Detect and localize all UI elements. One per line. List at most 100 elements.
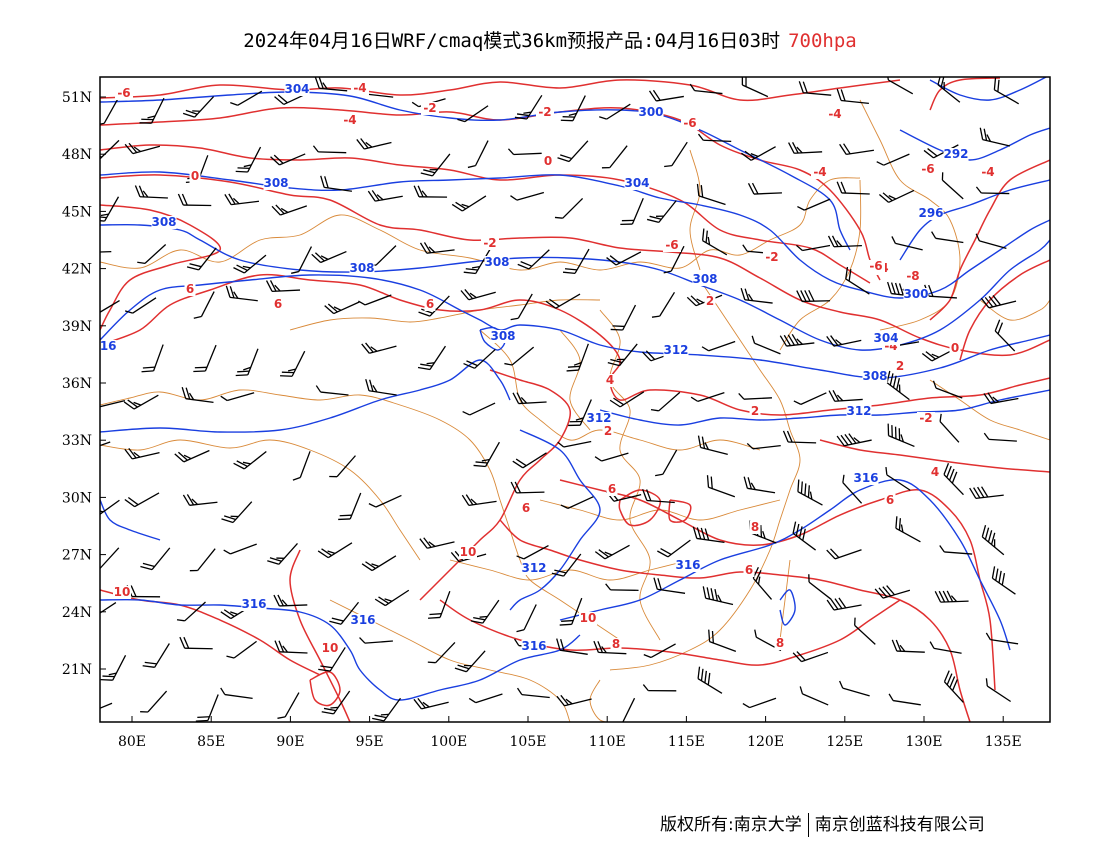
height-contour	[559, 479, 1011, 651]
y-tick-label: 27N	[62, 548, 92, 564]
height-label-bg	[853, 472, 879, 485]
temperature-labels: -6-4-2-4-2-6-4-400-2-6-42-2-6-8-6-466-26…	[113, 81, 997, 655]
height-label: 316	[241, 597, 266, 611]
temperature-label-bg	[424, 298, 436, 311]
wind-barb	[568, 399, 592, 427]
boundary-line	[100, 177, 861, 271]
height-label: 312	[846, 404, 871, 418]
temperature-label: 2	[751, 404, 759, 418]
wind-barb	[706, 475, 736, 498]
height-contour	[899, 179, 1050, 261]
height-label: 316	[91, 339, 116, 353]
wind-barb	[514, 94, 543, 120]
wind-barb	[359, 637, 393, 644]
temperature-label: -4	[813, 165, 826, 179]
height-label-bg	[846, 405, 872, 418]
x-tick-label: 115E	[668, 734, 705, 750]
wind-barb	[886, 77, 914, 95]
wind-barb	[554, 197, 584, 219]
wind-barb	[461, 494, 497, 506]
wind-barb	[100, 196, 120, 222]
height-label-bg	[903, 288, 929, 301]
y-axis: 51N 48N 45N 42N 39N 36N 33N 30N 27N 24N 21N	[62, 90, 106, 678]
height-label-bg	[692, 273, 718, 286]
height-contour	[100, 274, 1050, 379]
height-contour	[599, 389, 1050, 426]
chart-title: 2024年04月16日WRF/cmaq模式36km预报产品:04月16日03时 7…	[0, 26, 1100, 53]
wind-barb	[642, 488, 675, 504]
x-tick-label: 120E	[747, 734, 784, 750]
wind-barb	[329, 601, 360, 625]
temperature-label-bg	[884, 494, 896, 507]
temperature-label: -2	[483, 236, 496, 250]
wind-barb	[929, 641, 962, 654]
wind-barb	[124, 142, 161, 155]
wind-barb	[512, 452, 547, 469]
wind-barb	[179, 636, 213, 650]
wind-barb	[797, 198, 831, 211]
y-tick-label: 21N	[62, 662, 92, 678]
wind-barb	[655, 449, 678, 477]
wind-barb	[653, 577, 686, 594]
wind-barb	[601, 145, 628, 169]
wind-barb	[140, 547, 171, 571]
wind-barb	[470, 599, 500, 624]
wind-barb	[189, 548, 216, 572]
wind-barb	[374, 589, 410, 607]
wind-barb	[991, 566, 1016, 595]
temperature-label: -2	[538, 105, 551, 119]
boundary-line	[559, 329, 591, 431]
wind-barb	[100, 547, 120, 569]
wind-barb	[605, 583, 639, 591]
temperature-contour	[100, 204, 221, 331]
wind-barb	[937, 77, 961, 103]
footer-right: 南京创蓝科技有限公司	[814, 815, 985, 835]
wind-barb	[751, 335, 781, 355]
wind-barb	[836, 88, 869, 105]
temperature-label-bg	[743, 564, 755, 577]
wind-barb	[292, 451, 311, 481]
wind-barb	[182, 96, 215, 118]
wind-barb	[887, 423, 915, 448]
wind-barb	[224, 193, 260, 206]
temperature-label-bg	[113, 586, 131, 599]
wind-barb	[315, 385, 349, 396]
wind-barb	[223, 543, 257, 555]
wind-barb	[311, 250, 347, 264]
wind-barb	[318, 647, 346, 672]
wind-barb	[320, 175, 353, 192]
wind-barb	[367, 190, 403, 202]
wind-barb	[517, 249, 550, 270]
wind-barb	[839, 680, 870, 697]
wind-barb	[975, 186, 1010, 195]
temperature-contour	[959, 259, 1050, 361]
wind-barb	[792, 651, 829, 663]
temperature-label: 0	[191, 169, 199, 183]
wind-barb	[746, 442, 781, 450]
wind-barb	[177, 193, 212, 207]
wind-barb	[692, 526, 725, 544]
wind-barb	[747, 182, 782, 195]
wind-barb	[356, 138, 392, 150]
height-label: 316	[853, 471, 878, 485]
wind-barb	[939, 545, 973, 555]
wind-barb	[826, 335, 862, 347]
wind-barb	[473, 441, 500, 468]
temperature-label-bg	[341, 114, 359, 127]
height-label-bg	[263, 177, 289, 190]
wind-barb	[708, 629, 737, 653]
wind-barb	[427, 590, 451, 619]
wind-barb	[798, 81, 832, 96]
wind-barb	[365, 378, 397, 396]
temperature-label: 10	[460, 545, 477, 559]
x-tick-label: 90E	[276, 734, 304, 750]
wind-barb	[876, 153, 910, 166]
wind-barb	[701, 340, 736, 352]
temperature-label: -4	[343, 113, 356, 127]
wind-barb	[419, 242, 455, 254]
temperature-contour	[100, 589, 321, 676]
wind-barb	[975, 233, 1007, 249]
temperature-contour	[559, 479, 996, 691]
wind-barb	[174, 449, 210, 463]
height-label: 316	[521, 639, 546, 653]
